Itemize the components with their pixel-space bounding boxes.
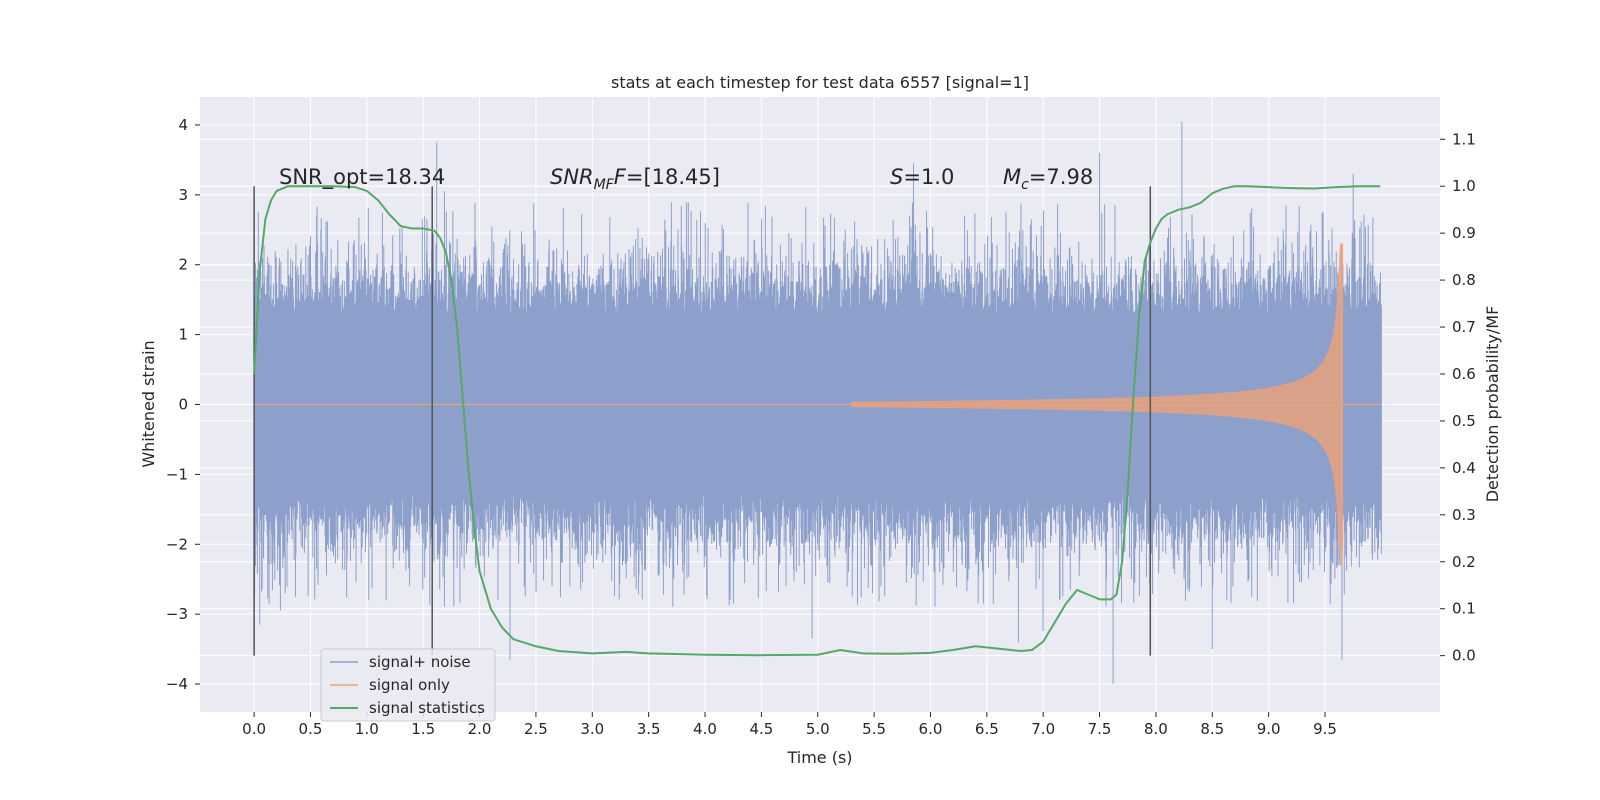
- x-tick-label: 4.0: [693, 720, 717, 738]
- x-tick-label: 2.0: [468, 720, 492, 738]
- x-tick-label: 6.0: [919, 720, 943, 738]
- y2-tick-label: 0.1: [1452, 600, 1476, 618]
- y-tick-label: 4: [178, 116, 188, 134]
- y2-tick-label: 0.6: [1452, 365, 1476, 383]
- y2-axis-ticks: 0.0 0.1 0.2 0.3 0.4 0.5 0.6 0.7 0.8 0.9 1.0 1.1: [1440, 130, 1476, 665]
- x-tick-label: 8.0: [1144, 720, 1168, 738]
- x-tick-label: 7.5: [1088, 720, 1112, 738]
- y2-tick-label: 1.0: [1452, 177, 1476, 195]
- series-signal-statistics: [253, 185, 1381, 657]
- y-tick-label: −3: [166, 605, 188, 623]
- x-tick-label: 2.5: [524, 720, 548, 738]
- x-tick-label: 3.5: [637, 720, 661, 738]
- annotation-s-base: S: [890, 165, 903, 189]
- x-tick-label: 3.0: [580, 720, 604, 738]
- stats-line: [253, 185, 1381, 657]
- y2-tick-label: 0.0: [1452, 647, 1476, 665]
- y2-tick-label: 0.2: [1452, 553, 1476, 571]
- y-tick-label: 1: [178, 326, 188, 344]
- x-tick-label: 9.0: [1257, 720, 1281, 738]
- y2-tick-label: 0.7: [1452, 318, 1476, 336]
- y-tick-label: −2: [166, 535, 188, 553]
- vertical-markers: [253, 186, 1152, 656]
- annotation-snr-mf-base: SNR: [550, 165, 594, 189]
- chart-title: stats at each timestep for test data 655…: [611, 73, 1029, 92]
- x-tick-label: 9.5: [1313, 720, 1337, 738]
- signal-chirp: [851, 243, 1343, 566]
- x-tick-label: 0.5: [299, 720, 323, 738]
- legend: signal+ noise signal only signal statist…: [320, 648, 496, 722]
- y-axis-label: Whitened strain: [139, 340, 158, 467]
- y-tick-label: −1: [166, 465, 188, 483]
- x-axis-label: Time (s): [786, 748, 852, 767]
- y-tick-label: 0: [178, 396, 188, 414]
- annotation-s: S=1.0: [890, 165, 954, 189]
- annotation-snr-mf-value: =[18.45]: [626, 165, 720, 189]
- annotation-mc-sub: c: [1021, 177, 1029, 193]
- legend-label-signal-plus-noise: signal+ noise: [369, 653, 471, 671]
- annotation-snr-mf-sub: MF: [594, 177, 615, 193]
- annotation-mc-base: M: [1003, 165, 1021, 189]
- x-tick-label: 0.0: [242, 720, 266, 738]
- y-tick-label: 3: [178, 186, 188, 204]
- annotation-mc: Mc=7.98: [1003, 165, 1093, 193]
- series-signal-only: [254, 243, 1382, 566]
- y-tick-label: 2: [178, 256, 188, 274]
- annotation-s-value: =1.0: [903, 165, 954, 189]
- y2-tick-label: 0.5: [1452, 412, 1476, 430]
- x-tick-label: 1.0: [355, 720, 379, 738]
- annotation-snr-mf: SNRMFF=[18.45]: [550, 165, 720, 193]
- legend-label-signal-statistics: signal statistics: [369, 699, 485, 717]
- y2-tick-label: 0.8: [1452, 271, 1476, 289]
- y2-tick-label: 0.9: [1452, 224, 1476, 242]
- x-tick-label: 4.5: [749, 720, 773, 738]
- annotation-snr-mf-f: F: [614, 165, 627, 189]
- annotation-mc-value: =7.98: [1029, 165, 1093, 189]
- x-tick-label: 5.0: [806, 720, 830, 738]
- x-tick-label: 1.5: [411, 720, 435, 738]
- x-tick-label: 7.0: [1031, 720, 1055, 738]
- y2-axis-label: Detection probability/MF: [1483, 306, 1502, 503]
- annotation-snr-opt: SNR_opt=18.34: [279, 165, 445, 190]
- x-tick-label: 5.5: [862, 720, 886, 738]
- y2-tick-label: 0.3: [1452, 506, 1476, 524]
- y2-tick-label: 0.4: [1452, 459, 1476, 477]
- y-tick-label: −4: [166, 675, 188, 693]
- y2-tick-label: 1.1: [1452, 130, 1476, 148]
- legend-label-signal-only: signal only: [369, 676, 450, 694]
- y-axis-ticks: −4 −3 −2 −1 0 1 2 3 4: [166, 116, 200, 693]
- x-axis-ticks: 0.0 0.5 1.0 1.5 2.0 2.5 3.0 3.5 4.0 4.5 5.0 5.5 6.0 6…: [242, 712, 1337, 738]
- x-tick-label: 8.5: [1200, 720, 1224, 738]
- x-tick-label: 6.5: [975, 720, 999, 738]
- legend-box: [320, 648, 496, 722]
